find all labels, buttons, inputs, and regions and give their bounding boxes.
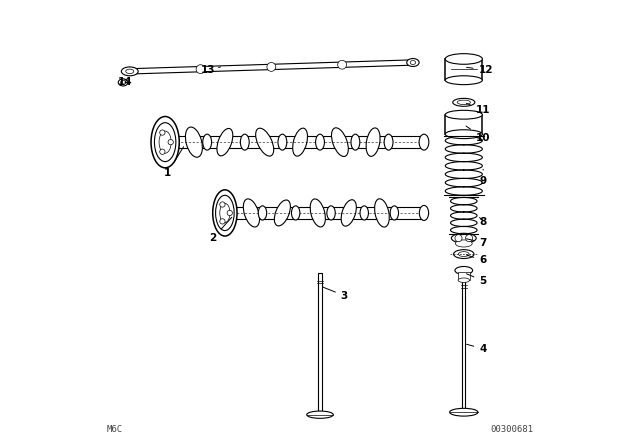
Ellipse shape [456, 240, 472, 247]
Ellipse shape [126, 69, 134, 73]
Ellipse shape [203, 134, 212, 150]
Circle shape [196, 65, 205, 73]
Ellipse shape [445, 54, 483, 64]
Ellipse shape [151, 116, 179, 168]
Circle shape [220, 219, 225, 224]
Ellipse shape [419, 134, 429, 150]
Text: 9: 9 [479, 169, 486, 185]
Ellipse shape [457, 100, 470, 104]
Text: M6C: M6C [107, 425, 123, 434]
Text: 11: 11 [467, 103, 490, 115]
Text: 7: 7 [467, 237, 486, 248]
Ellipse shape [341, 200, 356, 226]
Ellipse shape [458, 278, 470, 282]
Ellipse shape [291, 206, 300, 220]
Bar [225, 207, 424, 219]
Ellipse shape [327, 206, 335, 220]
Text: 8: 8 [479, 217, 486, 227]
Ellipse shape [118, 79, 128, 86]
Text: 00300681: 00300681 [490, 425, 533, 434]
Ellipse shape [154, 123, 176, 162]
Ellipse shape [120, 81, 126, 84]
Polygon shape [130, 60, 413, 74]
Text: 1: 1 [164, 147, 184, 178]
Bar [445, 59, 483, 80]
Bar [165, 136, 424, 148]
Text: 5: 5 [467, 274, 486, 286]
Ellipse shape [310, 199, 325, 227]
Ellipse shape [332, 128, 348, 156]
Ellipse shape [307, 411, 333, 418]
Bar [462, 277, 465, 409]
Text: 3: 3 [323, 287, 348, 301]
Ellipse shape [445, 110, 483, 119]
Circle shape [465, 235, 473, 242]
Bar [319, 273, 321, 412]
Ellipse shape [455, 267, 473, 275]
Ellipse shape [259, 206, 267, 220]
Circle shape [168, 139, 173, 145]
Text: 6: 6 [467, 255, 486, 265]
Ellipse shape [450, 408, 478, 416]
Ellipse shape [360, 206, 369, 220]
Ellipse shape [445, 130, 483, 138]
Ellipse shape [212, 190, 237, 236]
Ellipse shape [384, 134, 393, 150]
Circle shape [338, 60, 346, 69]
Circle shape [227, 210, 232, 215]
Ellipse shape [292, 128, 307, 156]
Circle shape [160, 149, 165, 155]
Bar [445, 115, 483, 134]
Ellipse shape [406, 59, 419, 66]
Circle shape [220, 202, 225, 207]
Ellipse shape [351, 134, 360, 150]
Text: 14: 14 [118, 78, 132, 87]
Ellipse shape [451, 233, 476, 243]
Ellipse shape [243, 199, 260, 227]
Ellipse shape [122, 67, 138, 76]
Text: 13: 13 [201, 65, 220, 75]
Bar [458, 272, 470, 280]
Ellipse shape [374, 199, 389, 227]
Ellipse shape [186, 127, 202, 157]
Ellipse shape [275, 200, 291, 226]
Ellipse shape [419, 206, 429, 220]
Circle shape [160, 130, 165, 135]
Ellipse shape [454, 250, 474, 258]
Ellipse shape [278, 134, 287, 150]
Ellipse shape [445, 76, 483, 85]
Circle shape [267, 63, 276, 71]
Ellipse shape [316, 134, 324, 150]
Text: 4: 4 [467, 344, 486, 354]
Text: 12: 12 [467, 65, 493, 75]
Text: 2: 2 [209, 217, 232, 243]
Text: 10: 10 [466, 126, 490, 143]
Ellipse shape [241, 134, 249, 150]
Ellipse shape [458, 252, 469, 257]
Ellipse shape [216, 195, 234, 231]
Circle shape [455, 235, 462, 242]
Ellipse shape [390, 206, 399, 220]
Ellipse shape [410, 60, 415, 65]
Ellipse shape [159, 131, 172, 153]
Ellipse shape [217, 129, 233, 156]
Ellipse shape [220, 203, 230, 223]
Ellipse shape [452, 99, 475, 106]
Ellipse shape [255, 128, 274, 156]
Ellipse shape [366, 128, 380, 156]
